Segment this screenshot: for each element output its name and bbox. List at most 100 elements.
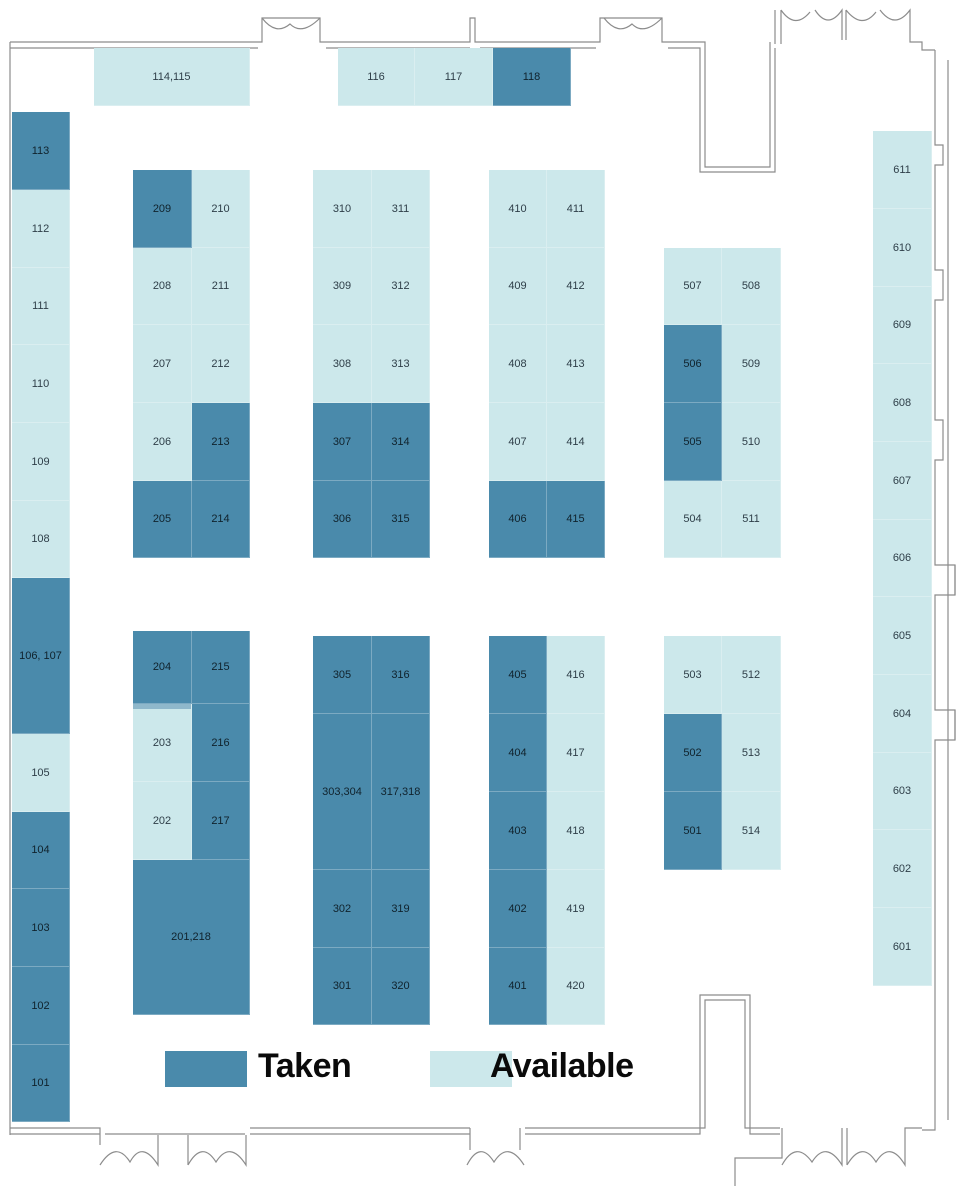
booth-409[interactable]: 409 — [489, 248, 547, 325]
booth-610[interactable]: 610 — [873, 209, 932, 287]
booth-417[interactable]: 417 — [547, 714, 605, 792]
booth-511[interactable]: 511 — [722, 481, 781, 558]
booth-207[interactable]: 207 — [133, 325, 192, 403]
booth-102[interactable]: 102 — [12, 967, 70, 1045]
booth-611[interactable]: 611 — [873, 131, 932, 209]
booth-608[interactable]: 608 — [873, 364, 932, 442]
booth-108[interactable]: 108 — [12, 501, 70, 578]
booth-510[interactable]: 510 — [722, 403, 781, 481]
booth-408[interactable]: 408 — [489, 325, 547, 403]
booth-305[interactable]: 305 — [313, 636, 372, 714]
booth-502[interactable]: 502 — [664, 714, 722, 792]
booth-410[interactable]: 410 — [489, 170, 547, 248]
booth-513[interactable]: 513 — [722, 714, 781, 792]
booth-418[interactable]: 418 — [547, 792, 605, 870]
booth-213[interactable]: 213 — [192, 403, 250, 481]
booth-310[interactable]: 310 — [313, 170, 372, 248]
booth-112[interactable]: 112 — [12, 190, 70, 268]
booth-216[interactable]: 216 — [192, 704, 250, 782]
booth-506[interactable]: 506 — [664, 325, 722, 403]
booth-203[interactable]: 203 — [133, 704, 192, 782]
booth-512[interactable]: 512 — [722, 636, 781, 714]
booth-505[interactable]: 505 — [664, 403, 722, 481]
booth-208[interactable]: 208 — [133, 248, 192, 325]
booth-306[interactable]: 306 — [313, 481, 372, 558]
booth-111[interactable]: 111 — [12, 268, 70, 345]
top-right-doors — [774, 8, 935, 51]
booth-419[interactable]: 419 — [547, 870, 605, 948]
booth-414[interactable]: 414 — [547, 403, 605, 481]
booth-605[interactable]: 605 — [873, 597, 932, 675]
booth-302[interactable]: 302 — [313, 870, 372, 948]
booth-313[interactable]: 313 — [372, 325, 430, 403]
booth-509[interactable]: 509 — [722, 325, 781, 403]
booth-602[interactable]: 602 — [873, 830, 932, 908]
booth-316[interactable]: 316 — [372, 636, 430, 714]
booth-103[interactable]: 103 — [12, 889, 70, 967]
booth-307[interactable]: 307 — [313, 403, 372, 481]
booth-201-218[interactable]: 201,218 — [133, 860, 250, 1015]
booth-609[interactable]: 609 — [873, 287, 932, 364]
booth-406[interactable]: 406 — [489, 481, 547, 558]
booth-508[interactable]: 508 — [722, 248, 781, 325]
booth-319[interactable]: 319 — [372, 870, 430, 948]
booth-416[interactable]: 416 — [547, 636, 605, 714]
booth-404[interactable]: 404 — [489, 714, 547, 792]
booth-420[interactable]: 420 — [547, 948, 605, 1025]
booth-118[interactable]: 118 — [493, 48, 571, 106]
booth-311[interactable]: 311 — [372, 170, 430, 248]
booth-303-304[interactable]: 303,304 — [313, 714, 372, 870]
booth-507[interactable]: 507 — [664, 248, 722, 325]
booth-415[interactable]: 415 — [547, 481, 605, 558]
booth-603[interactable]: 603 — [873, 753, 932, 830]
booth-411[interactable]: 411 — [547, 170, 605, 248]
booth-315[interactable]: 315 — [372, 481, 430, 558]
booth-604[interactable]: 604 — [873, 675, 932, 753]
booth-211[interactable]: 211 — [192, 248, 250, 325]
booth-214[interactable]: 214 — [192, 481, 250, 558]
booth-405[interactable]: 405 — [489, 636, 547, 714]
booth-401[interactable]: 401 — [489, 948, 547, 1025]
booth-312[interactable]: 312 — [372, 248, 430, 325]
booth-412[interactable]: 412 — [547, 248, 605, 325]
booth-116[interactable]: 116 — [338, 48, 415, 106]
booth-106-107[interactable]: 106, 107 — [12, 578, 70, 734]
booth-320[interactable]: 320 — [372, 948, 430, 1025]
booth-110[interactable]: 110 — [12, 345, 70, 423]
booth-314[interactable]: 314 — [372, 403, 430, 481]
booth-317-318[interactable]: 317,318 — [372, 714, 430, 870]
booth-503[interactable]: 503 — [664, 636, 722, 714]
booth-202[interactable]: 202 — [133, 782, 192, 860]
booth-117[interactable]: 117 — [415, 48, 493, 106]
booth-105[interactable]: 105 — [12, 734, 70, 812]
booth-308[interactable]: 308 — [313, 325, 372, 403]
booth-501[interactable]: 501 — [664, 792, 722, 870]
booth-413[interactable]: 413 — [547, 325, 605, 403]
booth-606[interactable]: 606 — [873, 520, 932, 597]
booth-101[interactable]: 101 — [12, 1045, 70, 1122]
booth-104[interactable]: 104 — [12, 812, 70, 889]
booth-114-115[interactable]: 114,115 — [94, 48, 250, 106]
booth-212[interactable]: 212 — [192, 325, 250, 403]
booth-209[interactable]: 209 — [133, 170, 192, 248]
booth-601[interactable]: 601 — [873, 908, 932, 986]
booth-403[interactable]: 403 — [489, 792, 547, 870]
booth-504[interactable]: 504 — [664, 481, 722, 558]
booth-309[interactable]: 309 — [313, 248, 372, 325]
booth-301[interactable]: 301 — [313, 948, 372, 1025]
booth-204[interactable]: 204 — [133, 631, 192, 704]
legend-taken-label: Taken — [258, 1047, 352, 1085]
legend-available-swatch — [430, 1051, 512, 1087]
booth-217[interactable]: 217 — [192, 782, 250, 860]
booth-607[interactable]: 607 — [873, 442, 932, 520]
booth-407[interactable]: 407 — [489, 403, 547, 481]
booth-205[interactable]: 205 — [133, 481, 192, 558]
booth-514[interactable]: 514 — [722, 792, 781, 870]
booth-210[interactable]: 210 — [192, 170, 250, 248]
booth-206[interactable]: 206 — [133, 403, 192, 481]
booth-113[interactable]: 113 — [12, 112, 70, 190]
booth-402[interactable]: 402 — [489, 870, 547, 948]
legend-taken-swatch — [165, 1051, 247, 1087]
booth-109[interactable]: 109 — [12, 423, 70, 501]
booth-215[interactable]: 215 — [192, 631, 250, 704]
